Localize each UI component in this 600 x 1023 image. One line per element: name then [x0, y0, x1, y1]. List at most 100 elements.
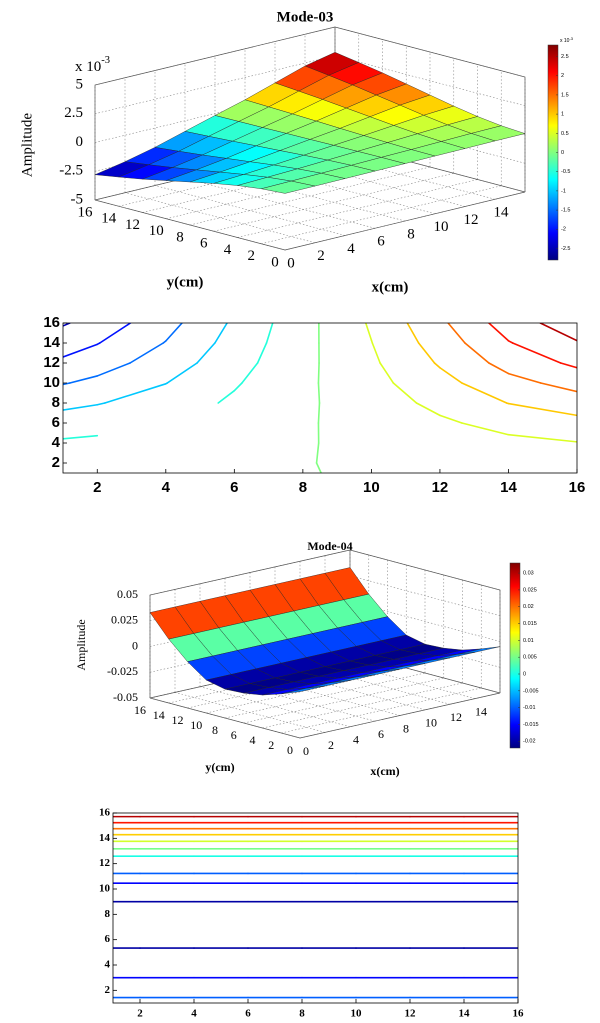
- plot-frame: [62, 322, 578, 474]
- grid-line: [274, 156, 466, 207]
- y-tick-label: 6: [105, 933, 111, 945]
- grid-line: [262, 682, 463, 729]
- y-tick-label: 14: [43, 334, 60, 351]
- colorbar-tick-label: -0.01: [523, 705, 536, 711]
- contour-segment: [317, 362, 320, 384]
- y-tick-label: 8: [176, 229, 184, 245]
- contour-segment: [317, 382, 321, 404]
- contour-segment: [461, 382, 508, 404]
- contour-segment: [539, 382, 577, 393]
- contour-segment: [166, 362, 198, 384]
- colorbar-tick-label: 2: [561, 73, 564, 79]
- colorbar: [509, 562, 521, 749]
- grid-line: [189, 166, 431, 226]
- y-tick-label: 4: [250, 733, 256, 747]
- y-tick-label: 14: [153, 708, 165, 722]
- z-tick-label: -5: [71, 191, 84, 207]
- y-tick-label: 12: [43, 354, 60, 371]
- plot-frame: [112, 812, 519, 1004]
- grid-line: [154, 185, 346, 236]
- colorbar-scale-label: x 10-3: [560, 36, 574, 44]
- x-tick-label: 2: [137, 1008, 143, 1020]
- y-axis-label: y(cm): [205, 760, 234, 774]
- z-axis-label: Amplitude: [74, 619, 88, 670]
- surface-patch: [281, 685, 326, 695]
- z-scale-base: x 10: [75, 59, 101, 75]
- contour-segment: [447, 323, 466, 344]
- colorbar-tick-label: 0.005: [523, 655, 537, 661]
- x-tick-label: 6: [377, 234, 385, 250]
- colorbar-tick-label: -0.02: [523, 739, 536, 745]
- colorbar-tick-label: 2.5: [561, 54, 569, 60]
- contour-segment: [488, 362, 510, 375]
- grid-line: [94, 84, 336, 143]
- contour-segment: [217, 389, 236, 404]
- y-tick-label: 8: [212, 723, 218, 737]
- contour-segment: [507, 372, 542, 384]
- x-tick-label: 4: [353, 733, 359, 747]
- chart-title: Mode-03: [277, 9, 334, 25]
- x-axis-label: x(cm): [372, 279, 409, 295]
- contour-segment: [488, 323, 510, 342]
- x-tick-label: 10: [434, 219, 449, 235]
- x-tick-label: 10: [363, 479, 380, 496]
- y-tick-label: 10: [190, 718, 202, 732]
- contour-segment: [461, 422, 510, 436]
- grid-line: [334, 55, 526, 107]
- z-tick-label: -2.5: [59, 163, 83, 179]
- z-scale-label: x 10-3: [75, 55, 110, 75]
- y-tick-label: 14: [101, 211, 117, 227]
- y-tick-label: 8: [105, 908, 111, 920]
- contour-lines: [113, 815, 518, 999]
- z-scale-exp: -3: [101, 55, 110, 66]
- colorbar-tick-label: 0.025: [523, 587, 537, 593]
- contour-segment: [99, 323, 132, 344]
- x-tick-label: 6: [245, 1008, 251, 1020]
- y-tick-label: 10: [149, 223, 164, 239]
- contour-segment: [129, 342, 165, 364]
- grid-line: [213, 172, 454, 232]
- grid-line: [224, 672, 426, 719]
- contour-segment: [165, 323, 183, 342]
- grid-line: [206, 667, 407, 714]
- contour-segment: [96, 402, 106, 406]
- y-tick-label: 2: [52, 454, 60, 471]
- colorbar-tick-label: -1.5: [561, 208, 570, 214]
- colorbar-tick-label: 0.03: [523, 571, 534, 577]
- y-tick-label: 16: [43, 314, 60, 331]
- y-tick-label: 14: [99, 832, 111, 844]
- z-tick-label: 0.05: [117, 587, 138, 601]
- colorbar-tick-label: -2: [561, 227, 566, 233]
- grid-line: [184, 177, 376, 229]
- contour-segment: [406, 323, 420, 344]
- grid-line: [124, 192, 316, 244]
- y-tick-label: 6: [200, 236, 208, 252]
- z-axis-label: Amplitude: [19, 113, 35, 178]
- y-tick-label: 10: [99, 883, 111, 895]
- x-tick-label: 8: [299, 479, 307, 496]
- grid-line: [243, 677, 444, 724]
- x-tick-label: 2: [93, 479, 101, 496]
- colorbar-tick-label: -1: [561, 188, 566, 194]
- y-tick-label: 12: [125, 217, 140, 233]
- x-tick-label: 14: [459, 1008, 471, 1020]
- contour-segment: [439, 366, 463, 384]
- x-tick-label: 14: [494, 205, 510, 221]
- contour-segment: [417, 342, 436, 364]
- colorbar-tick-label: -0.5: [561, 169, 570, 175]
- contour-segment: [63, 343, 99, 358]
- y-tick-label: 6: [52, 414, 60, 431]
- contour-segment: [233, 382, 243, 392]
- y-tick-label: 4: [224, 242, 232, 258]
- contour-segment: [241, 362, 259, 384]
- x-tick-label: 4: [162, 479, 171, 496]
- x-axis-label: x(cm): [370, 764, 399, 778]
- y-tick-label: 6: [231, 728, 237, 742]
- colorbar-tick-label: -0.015: [523, 722, 539, 728]
- x-tick-label: 10: [425, 716, 437, 730]
- grid-line: [199, 686, 351, 728]
- grid-line: [349, 575, 501, 617]
